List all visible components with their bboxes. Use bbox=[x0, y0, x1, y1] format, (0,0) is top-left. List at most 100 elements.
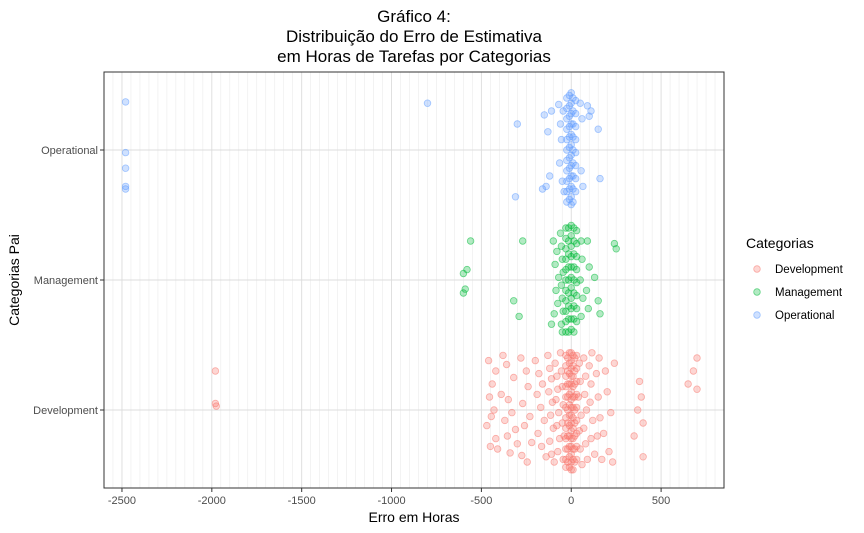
data-point-management bbox=[612, 245, 620, 253]
data-point-development bbox=[485, 393, 494, 401]
x-tick-label: 0 bbox=[568, 495, 574, 507]
data-point-development bbox=[610, 359, 619, 367]
data-point-operational bbox=[596, 174, 604, 183]
data-point-development bbox=[492, 434, 500, 443]
data-point-development bbox=[576, 445, 584, 453]
data-point-management bbox=[567, 273, 575, 282]
data-point-management bbox=[552, 286, 560, 295]
data-point-development bbox=[212, 402, 220, 410]
data-point-development bbox=[578, 460, 586, 469]
data-point-development bbox=[551, 359, 559, 367]
data-point-development bbox=[603, 388, 611, 396]
data-point-operational bbox=[538, 185, 547, 193]
legend-items: Development Management Operational bbox=[753, 264, 844, 322]
data-point-management bbox=[549, 237, 557, 245]
data-point-development bbox=[574, 393, 583, 401]
data-point-development bbox=[522, 367, 530, 375]
data-point-development bbox=[607, 408, 615, 417]
data-point-development bbox=[534, 429, 542, 438]
data-point-operational bbox=[121, 182, 130, 191]
data-point-development bbox=[587, 434, 595, 443]
data-point-operational bbox=[572, 109, 580, 118]
data-point-management bbox=[567, 325, 575, 334]
data-point-management bbox=[556, 229, 565, 237]
data-point-management bbox=[547, 320, 556, 328]
data-point-development bbox=[575, 359, 583, 367]
data-point-development bbox=[598, 455, 606, 464]
data-point-operational bbox=[569, 133, 577, 141]
data-point-development bbox=[569, 466, 577, 474]
data-point-development bbox=[523, 458, 531, 466]
data-point-development bbox=[684, 380, 692, 388]
data-point-management bbox=[584, 304, 592, 313]
data-point-development bbox=[486, 442, 495, 451]
data-point-development bbox=[599, 429, 608, 438]
data-point-management bbox=[570, 224, 578, 232]
data-point-operational bbox=[555, 159, 564, 167]
chart-title-line-3: em Horas de Tarefas por Categorias bbox=[277, 47, 551, 66]
data-point-development bbox=[526, 412, 534, 421]
data-point-management bbox=[570, 237, 578, 245]
data-point-development bbox=[572, 403, 581, 412]
data-point-development bbox=[634, 406, 642, 414]
data-point-development bbox=[501, 416, 509, 425]
data-point-operational bbox=[594, 125, 602, 133]
data-point-management bbox=[570, 289, 578, 297]
data-point-management bbox=[594, 297, 602, 305]
data-point-management bbox=[463, 265, 471, 274]
data-point-management bbox=[572, 265, 581, 274]
data-point-development bbox=[592, 369, 601, 378]
legend: Categorias Development Management Operatio… bbox=[746, 235, 844, 322]
data-point-management bbox=[570, 250, 578, 258]
data-point-development bbox=[503, 432, 512, 440]
data-point-development bbox=[508, 408, 516, 417]
data-point-development bbox=[630, 432, 638, 440]
grid-lines bbox=[104, 72, 724, 488]
data-point-development bbox=[590, 450, 599, 458]
data-point-development bbox=[546, 411, 555, 419]
data-point-development bbox=[546, 437, 554, 445]
data-point-development bbox=[555, 408, 563, 417]
data-point-development bbox=[492, 367, 500, 375]
legend-label-operational: Operational bbox=[775, 310, 834, 322]
data-point-management bbox=[567, 304, 575, 313]
data-point-operational bbox=[579, 182, 587, 191]
data-point-development bbox=[605, 447, 613, 456]
data-point-management bbox=[572, 304, 581, 313]
data-point-development bbox=[528, 438, 536, 447]
data-point-development bbox=[595, 354, 603, 362]
data-point-management bbox=[572, 291, 581, 300]
data-point-operational bbox=[540, 111, 548, 119]
data-point-operational bbox=[572, 148, 580, 157]
data-point-management bbox=[519, 237, 527, 245]
x-tick-label: -2000 bbox=[198, 495, 226, 507]
data-point-management bbox=[579, 294, 587, 302]
data-point-development bbox=[531, 356, 539, 365]
data-point-management bbox=[570, 302, 578, 310]
data-point-management bbox=[567, 252, 575, 261]
data-point-operational bbox=[569, 172, 577, 180]
data-point-management bbox=[576, 276, 584, 284]
data-point-development bbox=[601, 367, 610, 375]
legend-label-development: Development bbox=[775, 264, 844, 276]
data-point-management bbox=[510, 297, 518, 305]
data-point-development bbox=[635, 377, 644, 386]
data-point-operational bbox=[578, 115, 586, 123]
data-point-development bbox=[544, 351, 552, 360]
data-point-development bbox=[585, 362, 593, 370]
data-point-development bbox=[594, 393, 602, 401]
data-point-development bbox=[583, 455, 592, 464]
data-point-operational bbox=[572, 161, 580, 170]
data-point-management bbox=[550, 310, 558, 318]
data-point-operational bbox=[121, 185, 130, 193]
data-point-development bbox=[484, 356, 493, 365]
data-point-development bbox=[553, 372, 561, 380]
data-point-development bbox=[581, 390, 589, 399]
data-point-development bbox=[502, 360, 511, 369]
data-point-operational bbox=[121, 98, 130, 106]
data-point-management bbox=[551, 260, 559, 269]
x-tick-label: -1000 bbox=[377, 495, 405, 507]
data-point-operational bbox=[569, 120, 577, 128]
legend-key-operational bbox=[753, 311, 761, 319]
